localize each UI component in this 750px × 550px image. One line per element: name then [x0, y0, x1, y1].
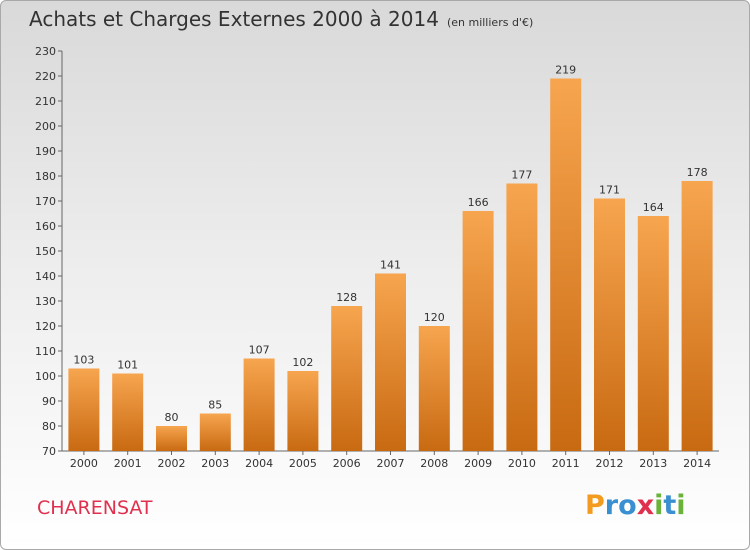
bar-2000	[68, 368, 100, 451]
value-label-2011: 219	[555, 64, 576, 77]
x-tick-label-2005: 2005	[289, 457, 317, 470]
y-tick-label: 180	[35, 170, 56, 183]
x-tick-label-2006: 2006	[333, 457, 361, 470]
y-tick-label: 210	[35, 95, 56, 108]
logo-letter: P	[585, 490, 605, 521]
value-label-2003: 85	[208, 399, 222, 412]
x-tick-label-2008: 2008	[420, 457, 448, 470]
value-label-2009: 166	[468, 196, 489, 209]
x-tick-label-2004: 2004	[245, 457, 273, 470]
bar-2010	[506, 183, 538, 451]
y-tick-label: 160	[35, 220, 56, 233]
x-tick-label-2013: 2013	[639, 457, 667, 470]
logo-letter: i	[654, 490, 664, 521]
x-tick-label-2000: 2000	[70, 457, 98, 470]
value-label-2010: 177	[511, 169, 532, 182]
bar-2014	[681, 181, 713, 451]
y-tick-label: 220	[35, 70, 56, 83]
value-label-2001: 101	[117, 359, 138, 372]
x-tick-label-2010: 2010	[508, 457, 536, 470]
logo-letter: r	[604, 490, 619, 521]
x-tick-label-2001: 2001	[114, 457, 142, 470]
value-label-2006: 128	[336, 291, 357, 304]
bar-2008	[418, 326, 450, 451]
location-name: CHARENSAT	[37, 497, 153, 519]
bar-2002	[156, 426, 187, 451]
value-label-2002: 80	[165, 411, 179, 424]
logo-letter: x	[636, 490, 655, 521]
y-tick-label: 120	[35, 320, 56, 333]
chart-title: Achats et Charges Externes 2000 à 2014 (e…	[29, 7, 533, 31]
x-tick-label-2012: 2012	[596, 457, 624, 470]
bar-2013	[637, 216, 669, 451]
bar-2001	[112, 373, 144, 451]
value-labels: 103 101 80 85 107 102 128 141 120 166 177 219 171 164…	[73, 64, 707, 425]
proxiti-logo: Proxiti	[585, 490, 686, 521]
bar-2006	[331, 306, 363, 451]
bar-2009	[462, 211, 494, 451]
value-label-2005: 102	[292, 356, 313, 369]
chart-subtitle: (en milliers d'€)	[446, 16, 534, 29]
value-label-2013: 164	[643, 201, 664, 214]
logo-letter: t	[663, 490, 677, 521]
y-tick-label: 70	[42, 445, 56, 458]
y-tick-label: 170	[35, 195, 56, 208]
bars	[68, 78, 713, 451]
value-label-2012: 171	[599, 184, 620, 197]
value-label-2004: 107	[249, 344, 270, 357]
bar-2011	[550, 78, 582, 451]
bar-2004	[243, 358, 275, 451]
logo-letter: i	[676, 490, 686, 521]
y-tick-label: 190	[35, 145, 56, 158]
x-tick-label-2003: 2003	[201, 457, 229, 470]
y-tick-label: 130	[35, 295, 56, 308]
value-label-2014: 178	[687, 166, 708, 179]
x-tick-label-2002: 2002	[158, 457, 186, 470]
x-axis: 2000 2001 2002 2003 2004 2005 2006 2007 2008 2009…	[62, 450, 719, 470]
y-tick-label: 100	[35, 370, 56, 383]
x-tick-label-2014: 2014	[683, 457, 711, 470]
y-tick-label: 200	[35, 120, 56, 133]
y-axis: 70 80 90 100 110 120 130 140 150 160 170 180 190 200 2…	[35, 45, 63, 458]
bar-2012	[594, 198, 625, 451]
value-label-2008: 120	[424, 311, 445, 324]
chart-title-text: Achats et Charges Externes 2000 à 2014	[29, 7, 439, 31]
x-tick-label-2009: 2009	[464, 457, 492, 470]
bar-2003	[199, 413, 231, 451]
bar-2005	[287, 371, 319, 451]
x-tick-label-2007: 2007	[377, 457, 405, 470]
y-tick-label: 150	[35, 245, 56, 258]
logo-letter: o	[618, 490, 637, 521]
value-label-2000: 103	[73, 354, 94, 367]
bar-2007	[375, 273, 406, 451]
y-tick-label: 90	[42, 395, 56, 408]
y-tick-label: 140	[35, 270, 56, 283]
y-tick-label: 80	[42, 420, 56, 433]
value-label-2007: 141	[380, 259, 401, 272]
y-tick-label: 230	[35, 45, 56, 58]
y-tick-label: 110	[35, 345, 56, 358]
x-tick-label-2011: 2011	[552, 457, 580, 470]
